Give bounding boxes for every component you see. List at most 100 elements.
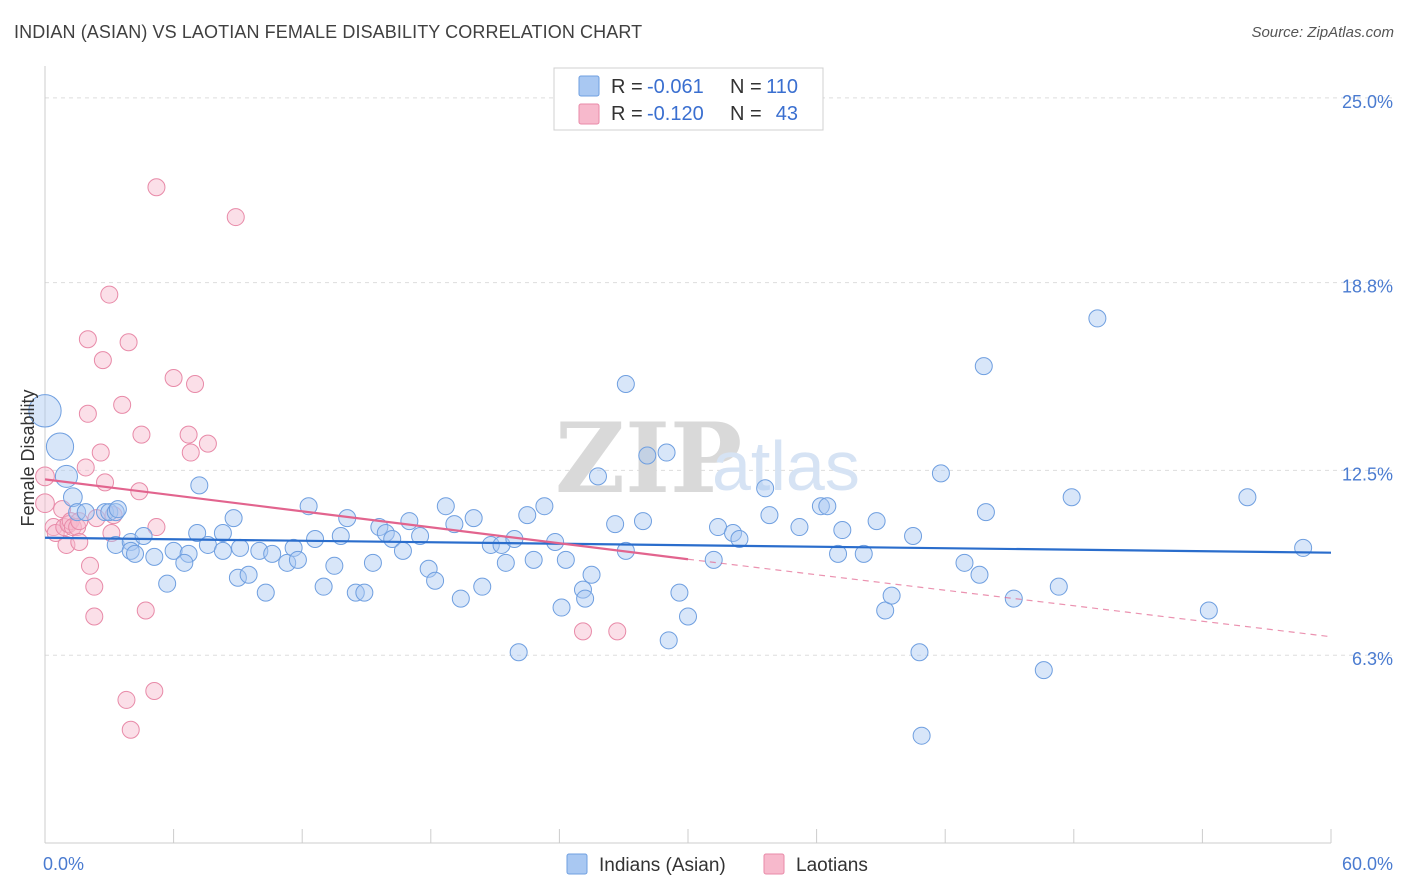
indians-asian-point-49: [411, 526, 430, 545]
bottom-legend-swatch-laotians: [763, 853, 785, 875]
indians-asian-point-19: [175, 553, 194, 572]
laotians-point-17: [85, 577, 104, 596]
y-tick-label-1: 12.5%: [1342, 464, 1393, 484]
indians-asian-point-9: [108, 500, 127, 519]
legend-r-label-indians: R =: [611, 76, 643, 98]
indians-asian-point-53: [445, 515, 464, 534]
laotians-point-37: [179, 425, 198, 444]
indians-asian-point-107: [1062, 488, 1081, 507]
indians-asian-point-43: [363, 553, 382, 572]
laotians-point-29: [121, 720, 140, 739]
indians-asian-point-34: [288, 550, 307, 569]
indians-asian-point-63: [535, 497, 554, 516]
legend-r-label-laotians: R =: [611, 103, 643, 125]
indians-asian-point-57: [481, 535, 500, 554]
legend-n-value-laotians: 43: [776, 103, 798, 125]
indians-asian-point-80: [679, 607, 697, 626]
indians-asian-point-95: [882, 586, 901, 605]
laotians-point-20: [91, 443, 110, 462]
bottom-legend-swatch-indians: [566, 853, 588, 875]
legend-n-label-indians: N =: [730, 76, 762, 98]
indians-asian-point-46: [383, 529, 402, 548]
indians-asian-point-72: [606, 515, 625, 534]
indians-asian-point-67: [509, 643, 528, 662]
laotians-point-26: [113, 395, 132, 414]
indians-asian-point-20: [188, 524, 207, 543]
y-axis-title: Female Disability: [18, 389, 38, 526]
indians-asian-point-37: [314, 577, 333, 596]
indians-asian-point-87: [790, 518, 809, 537]
legend-swatch-laotians: [578, 103, 600, 125]
indians-asian-point-52: [436, 497, 455, 516]
chart-title: INDIAN (ASIAN) VS LAOTIAN FEMALE DISABIL…: [14, 22, 643, 42]
indians-asian-point-108: [1088, 309, 1107, 328]
x-tick-label-0: 0.0%: [43, 854, 84, 874]
laotians-point-33: [145, 681, 164, 700]
watermark: ZIP atlas: [555, 402, 860, 515]
indians-asian-point-93: [867, 512, 886, 531]
laotians-point-40: [198, 434, 217, 453]
indians-asian-point-28: [239, 565, 258, 584]
indians-asian-point-61: [518, 506, 537, 525]
indians-asian-point-100: [955, 553, 974, 572]
indians-asian-point-35: [299, 497, 318, 516]
indians-asian-point-78: [659, 631, 678, 650]
indians-asian-point-69: [576, 589, 595, 608]
legend-n-label-laotians: N =: [730, 103, 762, 125]
indians-asian-point-30: [256, 583, 275, 602]
indians-asian-point-68: [573, 580, 592, 599]
laotians-point-15: [78, 330, 97, 349]
indians-asian-point-38: [325, 556, 344, 575]
indians-asian-point-104: [1004, 589, 1023, 608]
tick-labels: 6.3% 12.5% 18.8% 25.0% 0.0% 60.0%: [43, 92, 1393, 874]
indians-asian-point-79: [670, 583, 689, 602]
laotians-points: [35, 178, 627, 739]
laotians-point-31: [132, 425, 151, 444]
legend-swatch-indians: [578, 75, 600, 97]
indians-asian-point-88: [811, 497, 830, 516]
y-tick-label-0: 6.3%: [1352, 649, 1393, 669]
indians-asian-point-17: [158, 574, 177, 593]
watermark-atlas: atlas: [712, 427, 860, 505]
indians-asian-point-99: [931, 464, 950, 483]
indians-asian-point-101: [970, 565, 989, 584]
laotians-point-10: [70, 512, 89, 531]
indians-asian-point-50: [419, 559, 438, 578]
y-tick-label-3: 25.0%: [1342, 92, 1393, 112]
laotians-point-18: [85, 607, 104, 626]
indians-asian-point-84: [730, 529, 749, 548]
indians-asian-point-33: [284, 538, 303, 557]
indians-asian-point-32: [278, 553, 297, 572]
indians-asian-point-90: [829, 544, 848, 563]
axes: [44, 66, 1332, 844]
indians-asian-point-1: [45, 432, 75, 461]
laotians-trend-extension: [687, 558, 1332, 638]
indians-asian-point-110: [1238, 488, 1257, 507]
indians-asian-point-42: [355, 583, 374, 602]
indians-asian-point-31: [263, 544, 282, 563]
indians-asian-point-103: [976, 503, 995, 522]
indians-asian-point-24: [213, 541, 232, 560]
indians-asian-point-59: [496, 553, 515, 572]
indians-asian-trend-line: [44, 536, 1332, 554]
indians-asian-point-62: [524, 550, 543, 569]
x-tick-label-1: 60.0%: [1342, 854, 1393, 874]
laotians-point-24: [102, 524, 121, 543]
indians-asian-point-12: [134, 526, 153, 545]
indians-asian-point-47: [393, 541, 412, 560]
indians-asian-point-54: [451, 589, 470, 608]
laotians-point-34: [147, 518, 166, 537]
y-tick-label-2: 18.8%: [1342, 277, 1393, 297]
indians-asian-point-97: [910, 643, 929, 662]
source-label: Source: ZipAtlas.com: [1251, 24, 1394, 41]
laotians-point-41: [226, 208, 245, 227]
indians-asian-point-89: [818, 497, 837, 516]
indians-asian-point-26: [231, 538, 250, 557]
legend-r-value-indians: -0.061: [647, 76, 704, 98]
laotians-point-12: [70, 532, 89, 551]
legend-r-value-laotians: -0.120: [647, 103, 704, 125]
indians-asian-point-76: [638, 446, 657, 465]
laotians-point-16: [81, 556, 100, 575]
laotians-point-23: [100, 285, 119, 304]
